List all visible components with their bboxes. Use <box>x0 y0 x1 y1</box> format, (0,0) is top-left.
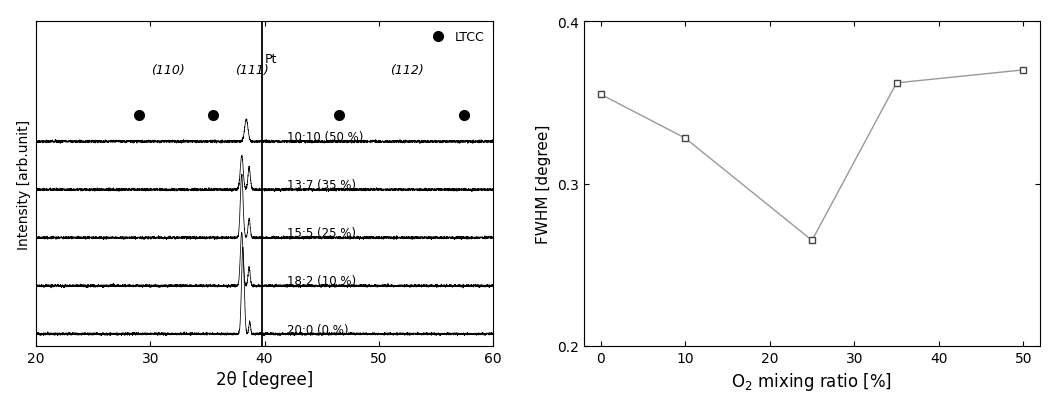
Text: 10:10 (50 %): 10:10 (50 %) <box>288 131 364 144</box>
Text: (110): (110) <box>151 64 184 77</box>
Text: Pt: Pt <box>265 53 278 66</box>
Text: 20:0 (0 %): 20:0 (0 %) <box>288 323 349 336</box>
Text: 15:5 (25 %): 15:5 (25 %) <box>288 227 356 240</box>
X-axis label: O$_2$ mixing ratio [%]: O$_2$ mixing ratio [%] <box>731 371 892 392</box>
X-axis label: 2θ [degree]: 2θ [degree] <box>216 371 313 389</box>
Legend: LTCC: LTCC <box>423 28 486 46</box>
Text: 18:2 (10 %): 18:2 (10 %) <box>288 275 356 288</box>
Text: (112): (112) <box>390 64 424 77</box>
Y-axis label: FWHM [degree]: FWHM [degree] <box>536 125 552 244</box>
Y-axis label: Intensity [arb.unit]: Intensity [arb.unit] <box>17 119 31 249</box>
Text: (111): (111) <box>235 64 268 77</box>
Text: 13:7 (35 %): 13:7 (35 %) <box>288 179 356 192</box>
